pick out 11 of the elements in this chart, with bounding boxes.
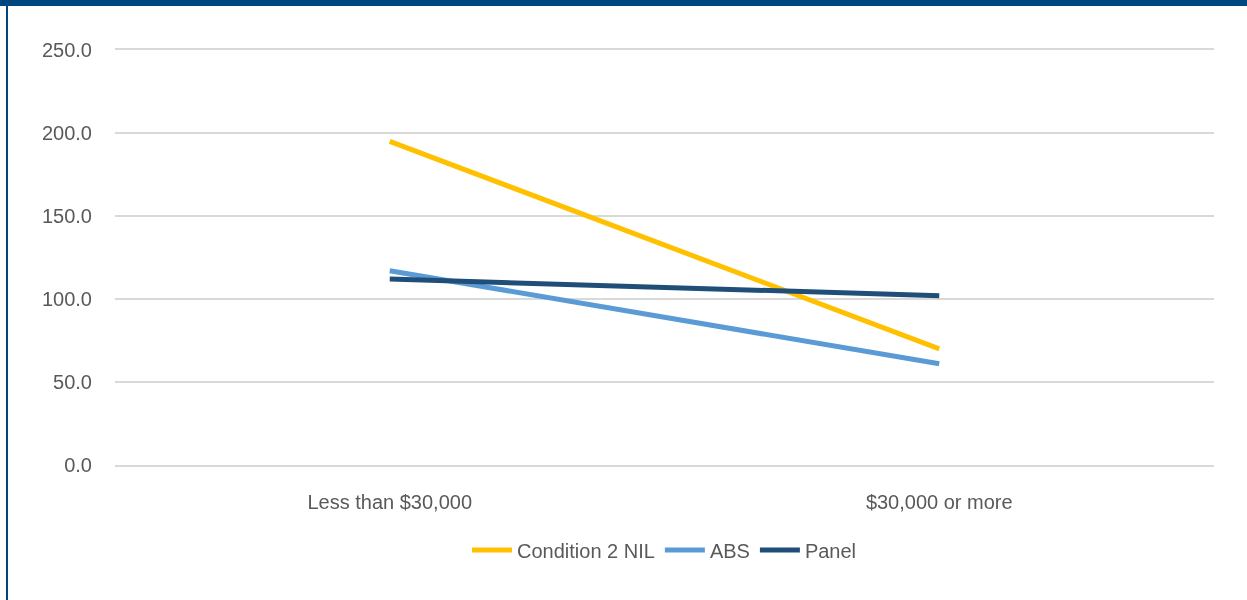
x-tick-label: $30,000 or more — [865, 491, 1013, 513]
legend-label: Panel — [804, 539, 857, 562]
y-tick-label: 50.0 — [53, 371, 92, 393]
y-tick-label: 0.0 — [64, 454, 92, 476]
legend-label: Condition 2 NIL — [517, 539, 655, 562]
x-tick-label: Less than $30,000 — [307, 491, 473, 513]
y-tick-label: 250.0 — [41, 39, 92, 61]
y-tick-label: 200.0 — [41, 122, 92, 144]
y-tick-label: 100.0 — [41, 288, 92, 310]
legend-label: ABS — [709, 539, 750, 562]
y-tick-label: 150.0 — [41, 205, 92, 227]
